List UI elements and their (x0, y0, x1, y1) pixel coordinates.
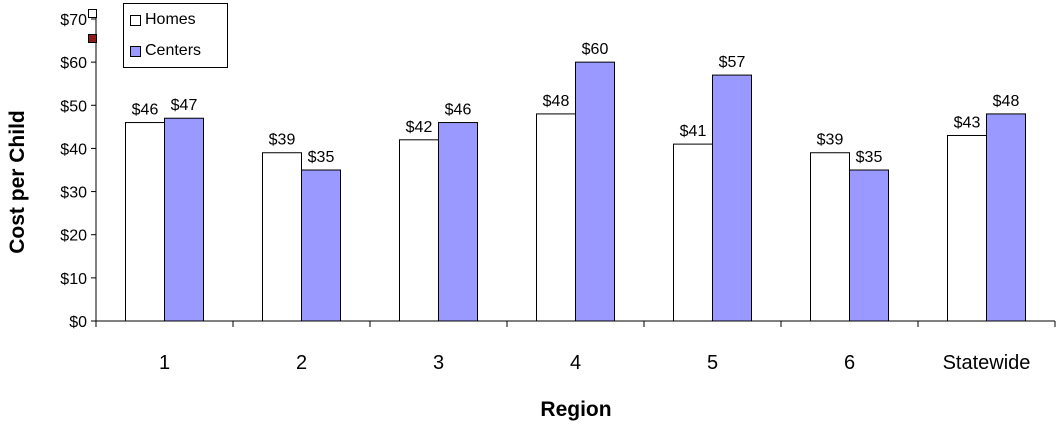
y-tick-label: $60 (60, 55, 87, 72)
data-label-homes: $43 (954, 114, 981, 131)
axes-group: $0 $10 $20 $30 $40 $50 $60 $70 (60, 12, 1056, 331)
bar-homes (947, 134, 987, 322)
x-tick-label: 4 (570, 352, 581, 374)
y-tick-label: $20 (60, 228, 87, 245)
legend-label-centers: Centers (145, 42, 202, 59)
data-label-centers: $35 (856, 149, 883, 166)
y-tick-label: $70 (60, 12, 87, 29)
bar-centers (164, 117, 204, 322)
legend-swatch-homes (130, 14, 141, 26)
x-tick-label: 6 (844, 352, 855, 374)
legend-item-centers: Centers (130, 42, 201, 60)
x-tick-label: 3 (433, 352, 444, 374)
bar-centers (575, 61, 615, 322)
data-label-centers: $57 (719, 54, 746, 71)
x-tick-label: 1 (159, 352, 170, 374)
data-label-homes: $39 (269, 132, 296, 149)
y-tick-label: $50 (60, 98, 87, 115)
data-label-homes: $46 (132, 102, 159, 119)
bar-homes (399, 139, 439, 322)
y-tick-label: $0 (69, 314, 87, 331)
data-label-centers: $47 (171, 97, 198, 114)
data-label-homes: $39 (817, 132, 844, 149)
legend-label-homes: Homes (145, 11, 196, 28)
bar-centers (986, 113, 1026, 322)
bar-homes (125, 122, 165, 322)
bar-centers (438, 122, 478, 322)
legend-swatch-centers (130, 45, 141, 57)
x-tick-label: Statewide (943, 352, 1031, 374)
x-tick-label: 5 (707, 352, 718, 374)
bars-group (125, 61, 1026, 322)
legend-item-homes: Homes (130, 11, 196, 29)
data-label-homes: $41 (680, 123, 707, 140)
labels-group: $46 $47 1 $39 $35 2 $42 $46 3 $48 $60 4 $41 $57 5 $39 $3… (132, 41, 1031, 374)
data-label-centers: $60 (582, 41, 609, 58)
bar-homes (262, 152, 302, 322)
dark-red-square-marker (88, 34, 97, 43)
y-tick-label: $10 (60, 271, 87, 288)
bar-centers (301, 169, 341, 322)
data-label-homes: $48 (543, 93, 570, 110)
white-square-marker (88, 9, 97, 18)
x-tick-label: 2 (296, 352, 307, 374)
data-label-homes: $42 (406, 119, 433, 136)
bar-homes (810, 152, 850, 322)
data-label-centers: $46 (445, 102, 472, 119)
legend: Homes Centers (123, 3, 228, 68)
bar-homes (536, 113, 576, 322)
x-axis-title: Region (540, 398, 611, 421)
y-tick-label: $30 (60, 185, 87, 202)
y-tick-label: $40 (60, 141, 87, 158)
y-axis-title: Cost per Child (6, 110, 29, 254)
data-label-centers: $48 (993, 93, 1020, 110)
bar-centers (849, 169, 889, 322)
data-label-centers: $35 (308, 149, 335, 166)
bar-centers (712, 74, 752, 322)
bar-homes (673, 143, 713, 322)
